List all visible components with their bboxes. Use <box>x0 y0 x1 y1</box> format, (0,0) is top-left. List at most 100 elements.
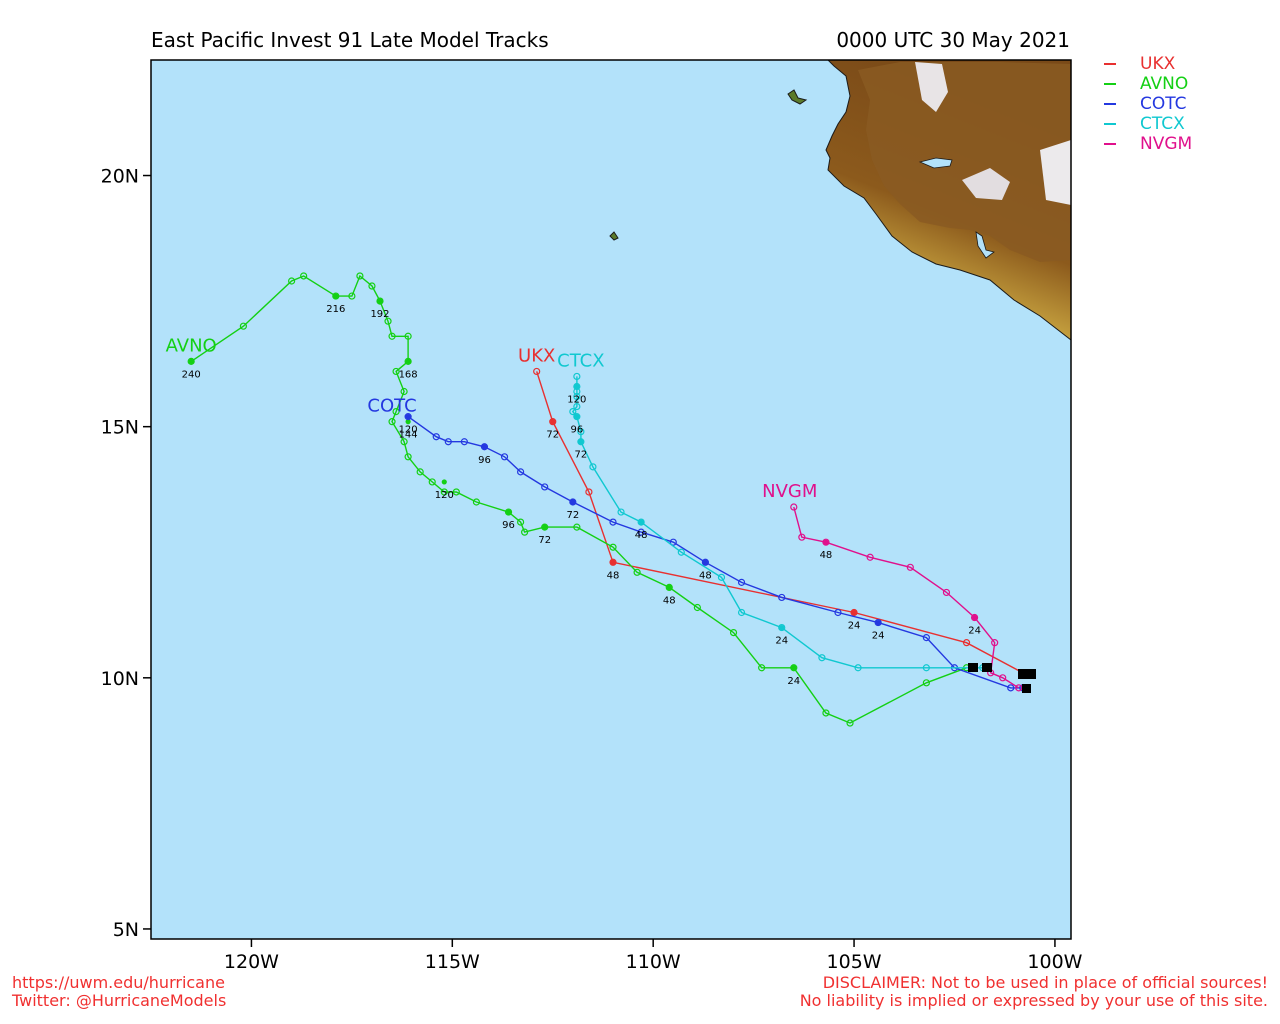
track-point <box>1015 684 1023 692</box>
track-point <box>452 488 460 496</box>
track-point <box>500 453 509 461</box>
highland-peak-1 <box>915 62 948 112</box>
footer-website-link[interactable]: https://uwm.edu/hurricane <box>12 973 225 992</box>
forecast-hour-dot <box>405 414 411 420</box>
track-point <box>573 382 581 391</box>
track-point <box>999 674 1007 682</box>
lon-tick-label: 110W <box>626 951 681 973</box>
track-point <box>790 503 798 511</box>
track-point <box>187 357 195 365</box>
reservoir <box>975 231 995 259</box>
lon-tick-label: 100W <box>1027 951 1082 973</box>
forecast-hour-label: 96 <box>502 520 515 531</box>
lat-tick-label: 20N <box>101 166 139 188</box>
forecast-hour-label: 96 <box>478 455 491 466</box>
track-point <box>798 533 806 541</box>
lon-tick-label: 115W <box>425 951 480 973</box>
forecast-hour-dot <box>779 624 785 631</box>
track-point <box>549 418 557 426</box>
track-point <box>637 518 645 526</box>
legend-label: UKX <box>1140 54 1176 74</box>
forecast-hour-label: 48 <box>820 550 833 561</box>
legend-label: NVGM <box>1140 134 1193 154</box>
track-point <box>460 438 468 446</box>
initial-marker <box>982 663 992 672</box>
track-point <box>416 468 424 476</box>
track-point <box>866 553 874 561</box>
legend-swatch <box>1104 83 1116 85</box>
track-point <box>432 433 440 441</box>
track-point <box>834 608 842 617</box>
initial-marker <box>968 663 978 672</box>
footer-credits: https://uwm.edu/hurricane Twitter: @Hurr… <box>12 974 226 1010</box>
highland-brown <box>858 62 1071 262</box>
track-point <box>404 453 412 461</box>
legend-swatch <box>1104 103 1116 105</box>
track-point <box>239 322 248 330</box>
legend-item-nvgm: NVGM <box>1104 134 1192 154</box>
forecast-hour-label: 144 <box>399 430 418 441</box>
legend-label: COTC <box>1140 94 1187 114</box>
forecast-hour-dot <box>610 559 616 565</box>
forecast-hour-label: 48 <box>635 530 648 541</box>
track-point <box>665 583 673 592</box>
track-point <box>541 483 549 491</box>
island-tres-marias <box>787 89 808 105</box>
highland-peak-2 <box>962 168 1010 200</box>
legend-item-cotc: COTC <box>1104 94 1192 114</box>
lat-tick-label: 10N <box>101 668 139 690</box>
track-point <box>790 664 798 672</box>
track-point <box>384 317 392 325</box>
forecast-hour-dot <box>542 524 548 530</box>
forecast-hour-label: 24 <box>775 636 788 647</box>
forecast-hour-label: 72 <box>575 450 588 461</box>
track-label-nvgm: NVGM <box>762 481 817 502</box>
track-point <box>480 443 489 451</box>
forecast-hour-label: 96 <box>570 425 583 436</box>
forecast-hour-label: 72 <box>546 430 559 441</box>
forecast-hour-dot <box>333 293 339 299</box>
forecast-datetime: 0000 UTC 30 May 2021 <box>836 28 1070 52</box>
disclaimer-line-2: No liability is implied or expressed by … <box>799 991 1268 1010</box>
forecast-hour-label: 24 <box>968 626 981 637</box>
forecast-hour-label: 48 <box>607 570 620 581</box>
track-point <box>356 272 364 280</box>
forecast-hour-label: 168 <box>399 369 418 380</box>
track-point <box>569 408 577 416</box>
forecast-hour-dot <box>578 439 584 445</box>
track-point <box>846 719 854 727</box>
footer-twitter-handle[interactable]: Twitter: @HurricaneModels <box>12 991 227 1010</box>
forecast-hour-dot <box>851 609 857 616</box>
lon-tick-label: 105W <box>827 951 882 973</box>
track-point <box>440 488 448 496</box>
map-title: East Pacific Invest 91 Late Model Tracks <box>151 28 549 52</box>
track-point <box>854 664 862 672</box>
legend-label: AVNO <box>1140 74 1189 94</box>
forecast-hour-dot <box>377 298 383 304</box>
forecast-hour-dot <box>570 499 576 505</box>
track-point <box>521 528 529 536</box>
legend-swatch <box>1104 143 1116 145</box>
legend-item-ukx: UKX <box>1104 54 1192 74</box>
forecast-hour-dot <box>441 479 447 485</box>
track-point <box>633 568 641 576</box>
track-point <box>717 573 726 581</box>
track-point <box>609 543 617 551</box>
track-point <box>585 488 593 496</box>
track-point <box>922 664 930 672</box>
lat-tick-label: 5N <box>113 919 139 941</box>
track-point <box>970 613 979 622</box>
forecast-hour-dot <box>702 559 709 565</box>
forecast-hour-dot <box>405 419 411 425</box>
track-point <box>573 523 581 531</box>
legend-swatch <box>1104 123 1116 125</box>
initial-marker <box>1022 684 1031 693</box>
initial-position-markers <box>968 663 1036 693</box>
model-tracks <box>187 272 1027 727</box>
footer-disclaimer: DISCLAIMER: Not to be used in place of o… <box>800 974 1268 1010</box>
model-track-labels: 244872UKX24487296120144168192216240AVNO2… <box>166 304 981 687</box>
forecast-hour-dot <box>791 665 797 671</box>
forecast-hour-label: 120 <box>435 490 454 501</box>
track-point <box>991 639 999 647</box>
track-point <box>472 498 481 506</box>
